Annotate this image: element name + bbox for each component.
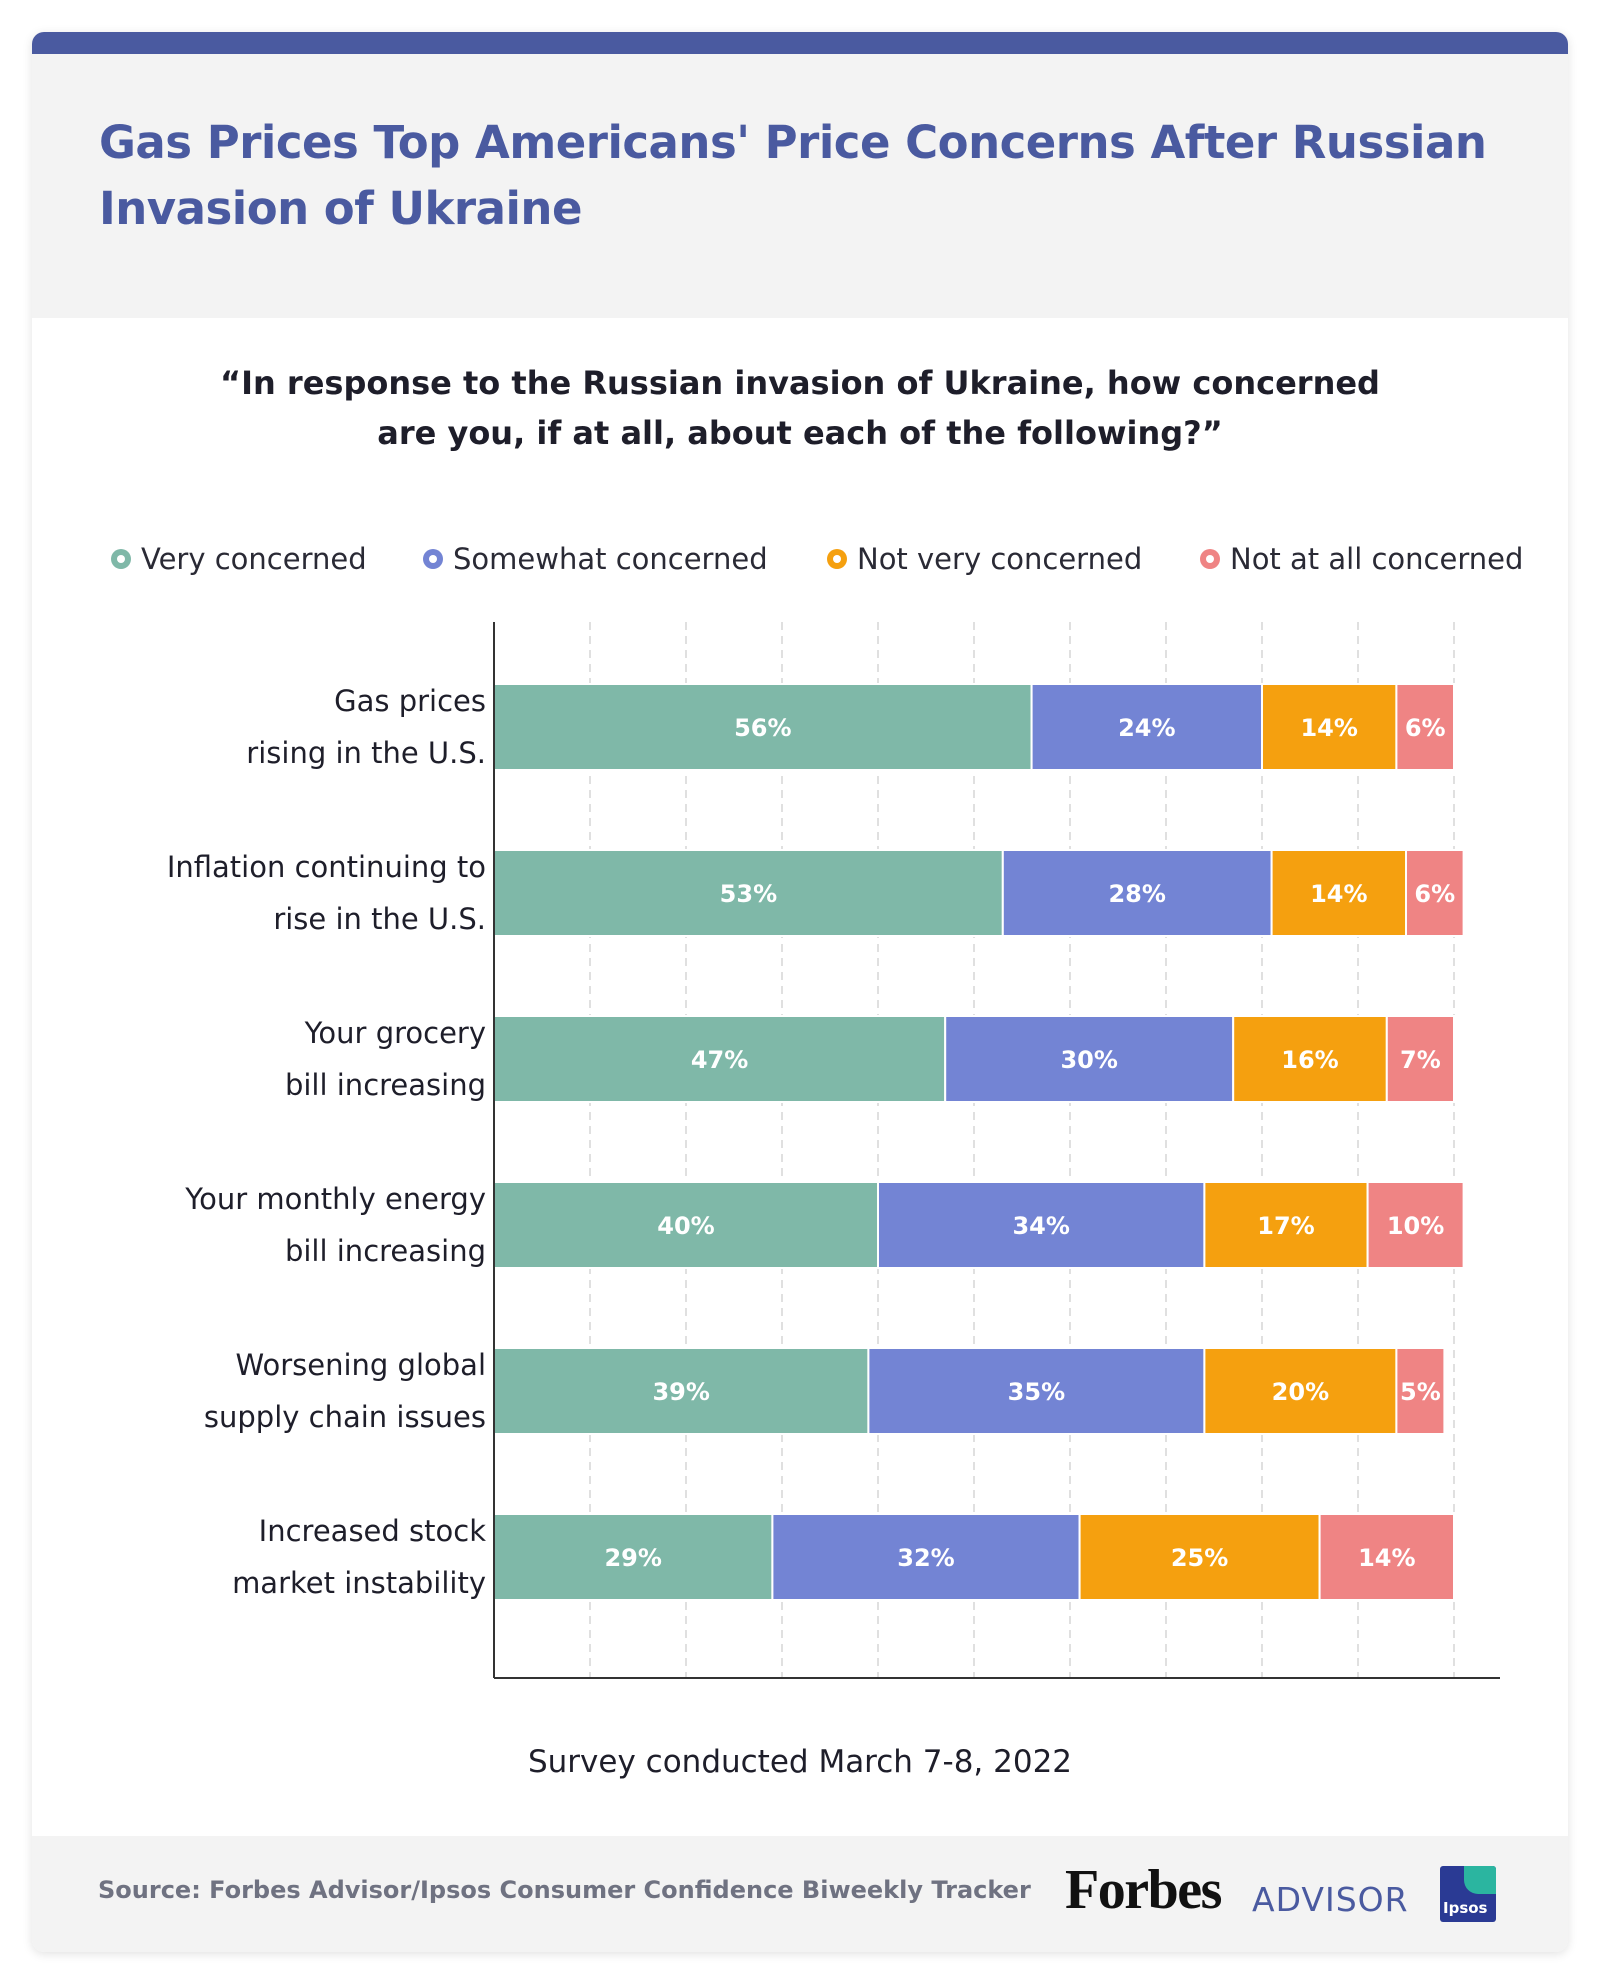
legend-item-somewhat-concerned: Somewhat concerned (423, 537, 768, 581)
data-label: 28% (1108, 880, 1165, 908)
category-label-line: Your monthly energy (185, 1182, 486, 1216)
category-label: Inflation continuing to rise in the U.S. (72, 841, 486, 945)
data-label: 35% (1008, 1378, 1065, 1406)
legend-label-somewhat-concerned: Somewhat concerned (453, 542, 768, 576)
category-label-line: bill increasing (284, 1068, 486, 1102)
category-label-line: supply chain issues (203, 1400, 486, 1434)
accent-bar (32, 32, 1568, 54)
legend-label-very-concerned: Very concerned (141, 542, 367, 576)
category-label-line: Increased stock (258, 1514, 486, 1548)
bar-segment (771, 1513, 1081, 1601)
category-label-line: bill increasing (284, 1234, 486, 1268)
bar-segment (1395, 683, 1456, 771)
bar-segment (944, 1015, 1235, 1103)
legend-item-not-at-all-concerned: Not at all concerned (1200, 537, 1523, 581)
legend-label-not-very-concerned: Not very concerned (857, 542, 1143, 576)
category-label-line: rising in the U.S. (246, 736, 486, 770)
data-label: 5% (1400, 1378, 1441, 1406)
data-label: 6% (1405, 714, 1446, 742)
infographic-card: Gas Prices Top Americans' Price Concerns… (32, 32, 1568, 1952)
bar-segment (1318, 1513, 1455, 1601)
legend-marker-not-very-concerned (827, 549, 847, 569)
data-label: 29% (604, 1544, 661, 1572)
category-label-line: Worsening global (235, 1348, 486, 1382)
category-label: Your grocery bill increasing (72, 1007, 486, 1111)
data-label: 30% (1060, 1046, 1117, 1074)
legend-item-very-concerned: Very concerned (111, 537, 367, 581)
header-panel (32, 54, 1568, 318)
bar-segment (493, 849, 1004, 937)
bar-segment (1232, 1015, 1388, 1103)
category-label-line: Inflation continuing to (166, 850, 486, 884)
data-label: 14% (1300, 714, 1357, 742)
bar-segment (1203, 1347, 1398, 1435)
legend-item-not-very-concerned: Not very concerned (827, 537, 1142, 581)
data-label: 7% (1400, 1046, 1441, 1074)
survey-question: “In response to the Russian invasion of … (220, 364, 1380, 452)
bar-segment (493, 1347, 870, 1435)
category-label-line: rise in the U.S. (273, 902, 486, 936)
chart-title: Gas Prices Top Americans' Price Concerns… (99, 116, 1487, 235)
legend-marker-somewhat-concerned (423, 549, 443, 569)
data-label: 6% (1414, 880, 1455, 908)
advisor-logo-text: ADVISOR (1252, 1880, 1409, 1919)
data-label: 14% (1310, 880, 1367, 908)
legend-label-not-at-all-concerned: Not at all concerned (1230, 542, 1524, 576)
data-label: 14% (1358, 1544, 1415, 1572)
bar-segment (877, 1181, 1206, 1269)
bar-segment (493, 1015, 947, 1103)
data-label: 56% (734, 714, 791, 742)
bar-segment (1366, 1181, 1465, 1269)
category-label-line: Gas prices (334, 684, 486, 718)
legend-marker-very-concerned (111, 549, 131, 569)
bar-segment (1270, 849, 1407, 937)
data-label: 20% (1272, 1378, 1329, 1406)
bar-segment (1078, 1513, 1321, 1601)
bar-segment (1001, 849, 1273, 937)
category-label: Your monthly energy bill increasing (72, 1173, 486, 1277)
data-label: 40% (657, 1212, 714, 1240)
data-label: 16% (1281, 1046, 1338, 1074)
data-label: 10% (1387, 1212, 1444, 1240)
data-label: 34% (1012, 1212, 1069, 1240)
ipsos-logo-accent (1464, 1866, 1496, 1894)
bar-segment (1261, 683, 1398, 771)
bar-segment (1203, 1181, 1369, 1269)
data-label: 39% (652, 1378, 709, 1406)
category-label: Worsening global supply chain issues (72, 1339, 486, 1443)
category-label: Gas prices rising in the U.S. (72, 675, 486, 779)
data-label: 32% (897, 1544, 954, 1572)
category-label: Increased stock market instability (72, 1505, 486, 1609)
ipsos-logo: Ipsos (1440, 1866, 1496, 1922)
bar-segment (1395, 1347, 1446, 1435)
forbes-logo: Forbes (1065, 1859, 1222, 1921)
bar-segment (1030, 683, 1263, 771)
bar-segment (493, 1181, 879, 1269)
source-text: Source: Forbes Advisor/Ipsos Consumer Co… (98, 1876, 1031, 1904)
survey-note: Survey conducted March 7-8, 2022 (527, 1744, 1073, 1780)
category-label-line: market instability (232, 1566, 486, 1600)
stacked-bar-chart: Gas prices rising in the U.S. Inflation co… (32, 622, 1568, 1682)
data-label: 25% (1171, 1544, 1228, 1572)
data-label: 47% (691, 1046, 748, 1074)
bar-segment (1385, 1015, 1456, 1103)
plot-area: 56% 24% 14% 6% 53% 28% 14% 6% 47% 30% 16% 7% 40% 34% 1… (493, 622, 1500, 1679)
legend-marker-not-at-all-concerned (1200, 549, 1220, 569)
data-label: 53% (720, 880, 777, 908)
ipsos-logo-text: Ipsos (1443, 1899, 1488, 1917)
footer: Source: Forbes Advisor/Ipsos Consumer Co… (32, 1836, 1568, 1952)
data-label: 24% (1118, 714, 1175, 742)
category-label-line: Your grocery (304, 1016, 486, 1050)
legend: Very concerned Somewhat concerned Not ve… (77, 537, 1557, 581)
data-label: 17% (1257, 1212, 1314, 1240)
bar-segment (1405, 849, 1465, 937)
